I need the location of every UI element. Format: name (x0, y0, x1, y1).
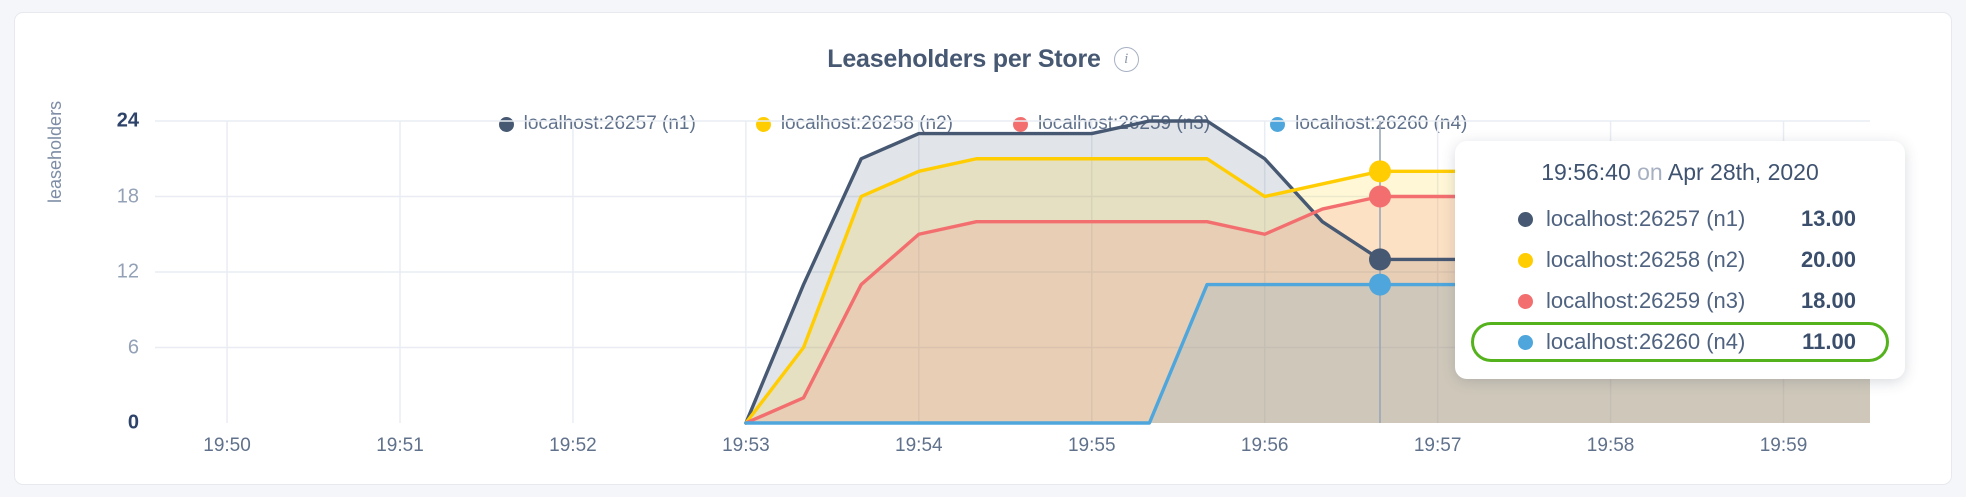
legend-item-label: localhost:26259 (n3) (1038, 113, 1211, 134)
y-tick-label: 6 (127, 336, 139, 358)
y-tick-label: 12 (116, 260, 139, 283)
tooltip-series-value: 13.00 (1800, 206, 1856, 231)
hover-marker-point[interactable] (1369, 248, 1391, 271)
legend-item-label: localhost:26257 (n1) (523, 113, 696, 134)
page-title: Leaseholders per Store (827, 45, 1101, 73)
tooltip-rows: localhost:26257 (n1) 13.00 localhost:26258… (1455, 199, 1905, 362)
chart-header: Leaseholders per Store i (15, 45, 1951, 74)
legend-item-label: localhost:26258 (n2) (780, 113, 953, 134)
tooltip-series-value: 20.00 (1800, 247, 1856, 272)
tooltip-series-label: localhost:26258 (n2) (1546, 247, 1746, 272)
y-axis-label: leaseholders (45, 100, 65, 203)
x-tick-label: 19:56 (1240, 435, 1289, 456)
y-axis-ticks: 24 18 12 6 0 (67, 13, 139, 484)
tooltip-date: Apr 28th, 2020 (1667, 159, 1819, 185)
x-tick-label: 19:51 (376, 435, 424, 456)
hover-marker-point[interactable] (1369, 160, 1391, 183)
x-tick-label: 19:52 (549, 435, 597, 456)
x-tick-label: 19:54 (895, 435, 943, 456)
y-tick-label: 18 (116, 185, 139, 207)
info-icon[interactable]: i (1113, 47, 1139, 72)
tooltip-swatch-icon (1518, 211, 1533, 227)
hover-tooltip: 19:56:40 on Apr 28th, 2020 localhost:262… (1455, 141, 1905, 379)
y-tick-label: 0 (127, 411, 139, 434)
tooltip-series-label: localhost:26257 (n1) (1546, 206, 1746, 231)
tooltip-timestamp: 19:56:40 on Apr 28th, 2020 (1455, 159, 1905, 186)
tooltip-row: localhost:26259 (n3) 18.00 (1471, 281, 1889, 321)
tooltip-swatch-icon (1518, 252, 1533, 268)
x-tick-label: 19:58 (1586, 435, 1635, 456)
hover-marker-point[interactable] (1369, 273, 1391, 296)
x-tick-label: 19:55 (1067, 435, 1116, 456)
tooltip-series-label: localhost:26260 (n4) (1546, 329, 1746, 354)
tooltip-row: localhost:26257 (n1) 13.00 (1471, 199, 1889, 239)
x-tick-label: 19:57 (1413, 435, 1462, 456)
tooltip-time: 19:56:40 (1541, 159, 1631, 185)
x-tick-label: 19:59 (1759, 435, 1808, 456)
tooltip-series-value: 11.00 (1802, 329, 1856, 354)
tooltip-row: localhost:26260 (n4) 11.00 (1471, 322, 1889, 362)
x-tick-label: 19:53 (722, 435, 770, 456)
x-tick-label: 19:50 (203, 435, 251, 456)
tooltip-row: localhost:26258 (n2) 20.00 (1471, 240, 1889, 280)
tooltip-swatch-icon (1518, 334, 1533, 350)
tooltip-series-label: localhost:26259 (n3) (1546, 288, 1746, 313)
y-tick-label: 24 (116, 109, 139, 132)
tooltip-series-value: 18.00 (1800, 288, 1856, 313)
chart-card: Leaseholders per Store i localhost:26257… (14, 12, 1952, 485)
hover-marker-point[interactable] (1369, 185, 1391, 208)
legend-item-label: localhost:26260 (n4) (1295, 113, 1468, 134)
tooltip-on-word: on (1637, 159, 1663, 185)
tooltip-swatch-icon (1518, 293, 1533, 309)
chart-legend: localhost:26257 (n1) localhost:26258 (n2)… (15, 113, 1951, 135)
